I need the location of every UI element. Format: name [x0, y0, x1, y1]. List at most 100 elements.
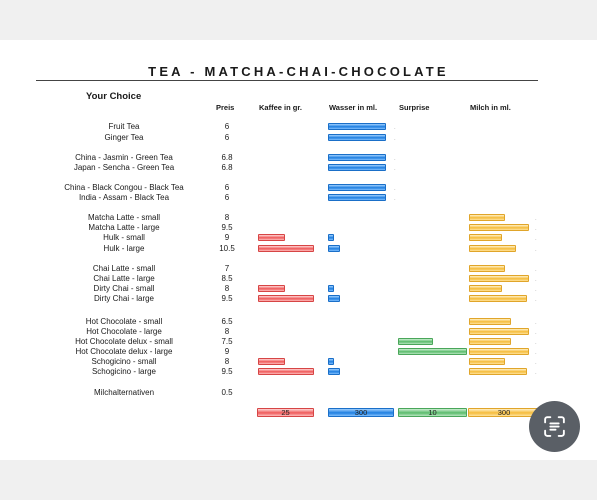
title-divider — [36, 80, 538, 81]
drink-name: Hot Chocolate delux - large — [75, 347, 173, 356]
row-marker: . — [535, 287, 537, 293]
coffee-amount-bar — [258, 285, 285, 292]
drink-name: Matcha Latte - large — [88, 223, 160, 232]
water-amount-bar — [328, 164, 386, 171]
drink-price: 9 — [224, 347, 230, 356]
drink-price: 7.5 — [221, 337, 233, 346]
water-amount-bar — [328, 358, 334, 365]
row-marker: . — [394, 186, 396, 192]
drink-price: 7 — [224, 264, 230, 273]
surprise-amount-bar — [398, 338, 433, 345]
drink-name: Hulk - small — [103, 233, 145, 242]
drink-name: Ginger Tea — [104, 133, 144, 142]
drink-price: 8 — [224, 327, 230, 336]
milk-amount-bar — [469, 338, 511, 345]
drink-name: Japan - Sencha - Green Tea — [73, 163, 175, 172]
water-amount-bar — [328, 123, 386, 130]
drink-price: 9.5 — [221, 223, 233, 232]
total-surprise: 10 — [398, 408, 467, 417]
water-amount-bar — [328, 134, 386, 141]
milk-amount-bar — [469, 214, 505, 221]
water-amount-bar — [328, 154, 386, 161]
water-amount-bar — [328, 285, 334, 292]
row-marker: . — [535, 340, 537, 346]
drink-price: 6 — [224, 193, 230, 202]
scan-text-icon — [544, 416, 565, 437]
milk-amount-bar — [469, 285, 502, 292]
drink-price: 6 — [224, 133, 230, 142]
drink-name: Schogicino - large — [91, 367, 157, 376]
drink-price: 9.5 — [221, 367, 233, 376]
drink-price: 6.8 — [221, 163, 233, 172]
drink-name: Fruit Tea — [108, 122, 140, 131]
lens-button[interactable] — [529, 401, 580, 452]
drink-price: 8.5 — [221, 274, 233, 283]
drink-price: 0.5 — [221, 388, 233, 397]
drink-name: Hot Chocolate - small — [85, 317, 163, 326]
drink-price: 8 — [224, 213, 230, 222]
your-choice-label: Your Choice — [86, 91, 142, 102]
drink-name: China - Jasmin - Green Tea — [75, 153, 173, 162]
total-coffee: 25 — [257, 408, 314, 417]
milk-amount-bar — [469, 275, 529, 282]
drink-name: Chai Latte - small — [92, 264, 156, 273]
drink-name: Chai Latte - large — [93, 274, 155, 283]
row-marker: . — [535, 247, 537, 253]
drink-price: 9.5 — [221, 294, 233, 303]
water-amount-bar — [328, 368, 340, 375]
drink-name: Hot Chocolate - large — [86, 327, 162, 336]
milk-amount-bar — [469, 368, 527, 375]
row-marker: . — [535, 297, 537, 303]
row-marker: . — [535, 320, 537, 326]
drink-price: 8 — [224, 284, 230, 293]
row-marker: . — [394, 166, 396, 172]
milk-amount-bar — [469, 328, 529, 335]
header-coffee: Kaffee in gr. — [259, 103, 302, 112]
drink-name: Schogicino - small — [91, 357, 157, 366]
milk-amount-bar — [469, 234, 502, 241]
drink-name: India - Assam - Black Tea — [78, 193, 170, 202]
drink-price: 6 — [224, 122, 230, 131]
row-marker: . — [394, 196, 396, 202]
water-amount-bar — [328, 184, 386, 191]
water-amount-bar — [328, 234, 334, 241]
row-marker: . — [535, 350, 537, 356]
row-marker: . — [394, 125, 396, 131]
row-marker: . — [535, 360, 537, 366]
drink-price: 6 — [224, 183, 230, 192]
drink-name: Hot Chocolate delux - small — [75, 337, 173, 346]
coffee-amount-bar — [258, 245, 314, 252]
water-amount-bar — [328, 295, 340, 302]
drink-name: Dirty Chai - small — [93, 284, 155, 293]
drink-name: Matcha Latte - small — [87, 213, 161, 222]
coffee-amount-bar — [258, 234, 285, 241]
row-marker: . — [535, 370, 537, 376]
row-marker: . — [535, 330, 537, 336]
total-milk: 300 — [468, 408, 540, 417]
row-marker: . — [535, 277, 537, 283]
row-marker: . — [535, 216, 537, 222]
row-marker: . — [535, 236, 537, 242]
drink-name: Dirty Chai - large — [93, 294, 154, 303]
drink-price: 8 — [224, 357, 230, 366]
water-amount-bar — [328, 245, 340, 252]
milk-amount-bar — [469, 265, 505, 272]
milk-amount-bar — [469, 358, 505, 365]
row-marker: . — [535, 226, 537, 232]
row-marker: . — [535, 267, 537, 273]
drink-name: Hulk - large — [103, 244, 145, 253]
drink-price: 6.8 — [221, 153, 233, 162]
row-marker: . — [394, 156, 396, 162]
milk-amount-bar — [469, 348, 529, 355]
coffee-amount-bar — [258, 295, 314, 302]
header-price: Preis — [216, 103, 235, 112]
header-surprise: Surprise — [399, 103, 430, 112]
row-marker: . — [394, 136, 396, 142]
milk-amount-bar — [469, 224, 529, 231]
coffee-amount-bar — [258, 368, 314, 375]
milk-amount-bar — [469, 318, 511, 325]
milk-amount-bar — [469, 295, 527, 302]
header-milk: Milch in ml. — [470, 103, 511, 112]
drink-price: 6.5 — [221, 317, 233, 326]
drink-price: 10.5 — [219, 244, 235, 253]
